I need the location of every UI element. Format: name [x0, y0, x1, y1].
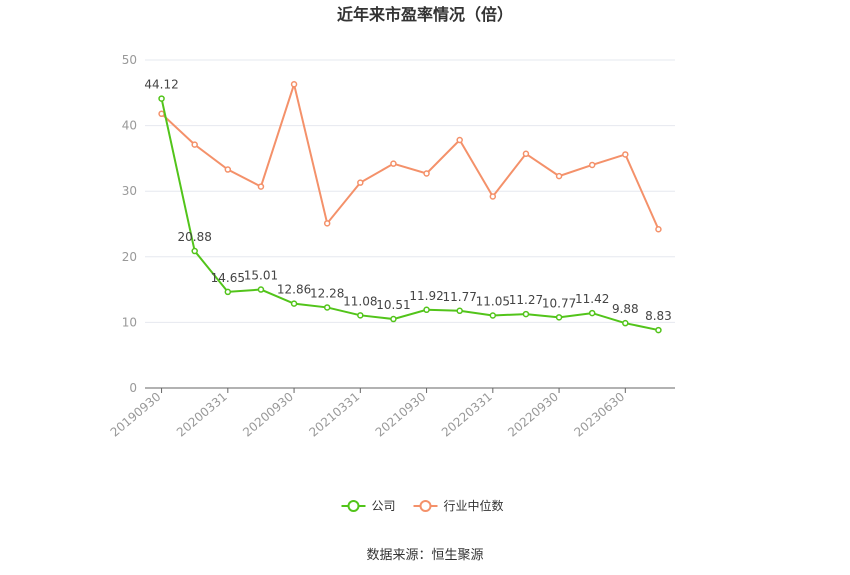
y-axis: 0 10 20 30 40 50 — [122, 53, 137, 395]
data-point — [489, 312, 497, 319]
data-point — [655, 326, 662, 334]
data-point — [357, 312, 364, 319]
data-point — [555, 172, 563, 180]
data-point — [290, 81, 298, 88]
data-point — [588, 161, 596, 169]
data-label: 14.65 — [211, 271, 245, 285]
data-point — [622, 319, 629, 327]
y-tick-label: 20 — [122, 250, 137, 264]
data-label: 9.88 — [612, 302, 639, 316]
legend-item[interactable]: 行业中位数 — [413, 498, 504, 513]
data-point — [191, 247, 198, 255]
x-tick-label: 20210930 — [373, 390, 429, 440]
data-point — [423, 170, 430, 177]
data-label: 8.83 — [645, 309, 672, 323]
data-point — [456, 307, 463, 315]
y-tick-label: 0 — [129, 381, 137, 395]
data-point — [423, 306, 430, 314]
x-tick-label: 20200331 — [174, 390, 230, 440]
data-point — [323, 304, 331, 311]
series-line — [160, 80, 660, 230]
legend[interactable]: 公司 行业中位数 — [341, 498, 504, 513]
x-tick-label: 20220930 — [505, 390, 561, 440]
data-point — [588, 309, 596, 317]
data-point — [390, 160, 397, 167]
data-point — [290, 300, 298, 307]
data-point — [158, 110, 165, 118]
legend-swatch-marker — [347, 500, 360, 512]
legend-swatch-marker — [419, 500, 432, 512]
legend-label: 行业中位数 — [444, 498, 504, 513]
x-tick-label: 20200930 — [240, 390, 296, 440]
data-point — [655, 225, 662, 233]
grid — [145, 59, 675, 323]
data-point — [555, 314, 563, 321]
data-label: 11.08 — [343, 294, 377, 308]
data-labels: 44.12 20.88 14.6515.0112.8612.2811.0810.51… — [144, 78, 671, 324]
data-point — [323, 220, 331, 227]
data-label: 11.42 — [575, 292, 609, 306]
data-label: 11.27 — [509, 293, 543, 307]
x-tick-label: 20210331 — [306, 390, 362, 440]
x-tick-label: 20220331 — [439, 390, 495, 440]
data-label: 10.51 — [376, 298, 410, 312]
data-label: 11.92 — [409, 289, 443, 303]
y-tick-label: 40 — [122, 119, 137, 133]
data-point — [224, 288, 232, 296]
data-label: 11.77 — [443, 290, 477, 304]
data-label: 12.86 — [277, 283, 311, 297]
data-label: 20.88 — [178, 230, 212, 244]
data-point — [622, 151, 629, 158]
x-tick-label: 20190930 — [108, 390, 164, 440]
y-tick-label: 50 — [122, 53, 137, 67]
data-label: 10.77 — [542, 296, 576, 310]
data-point — [522, 150, 530, 158]
chart-title: 近年来市盈率情况（倍） — [337, 5, 513, 24]
data-label: 15.01 — [244, 269, 278, 283]
data-point — [158, 95, 165, 102]
data-point — [390, 315, 397, 323]
y-tick-label: 30 — [122, 184, 137, 198]
legend-item[interactable]: 公司 — [341, 499, 396, 513]
x-tick-label: 20230630 — [571, 390, 627, 440]
data-point — [456, 136, 463, 144]
legend-label: 公司 — [372, 499, 396, 513]
data-label: 11.05 — [476, 295, 510, 309]
series-line — [160, 98, 659, 332]
data-point — [224, 166, 232, 173]
data-point — [191, 141, 198, 148]
x-axis: 20190930 20200331 20200930 20210331 20210930… — [108, 387, 675, 440]
data-label: 12.28 — [310, 286, 344, 300]
data-point — [257, 286, 265, 293]
data-point — [489, 193, 497, 200]
y-tick-label: 10 — [122, 315, 137, 329]
plot-area — [158, 80, 662, 334]
data-point — [357, 179, 364, 186]
source-note: 数据来源：恒生聚源 — [366, 548, 483, 563]
data-point — [522, 310, 530, 318]
data-point — [257, 183, 265, 190]
data-label: 44.12 — [144, 78, 178, 92]
